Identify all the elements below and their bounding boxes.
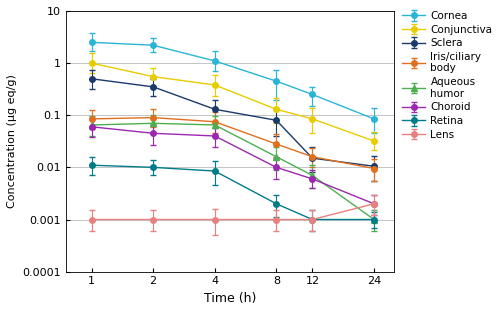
X-axis label: Time (h): Time (h)	[204, 292, 256, 305]
Y-axis label: Concentration (μg eq/g): Concentration (μg eq/g)	[7, 74, 17, 208]
Legend: Cornea, Conjunctiva, Sclera, Iris/ciliary
body, Aqueous
humor, Choroid, Retina, : Cornea, Conjunctiva, Sclera, Iris/ciliar…	[402, 11, 492, 140]
